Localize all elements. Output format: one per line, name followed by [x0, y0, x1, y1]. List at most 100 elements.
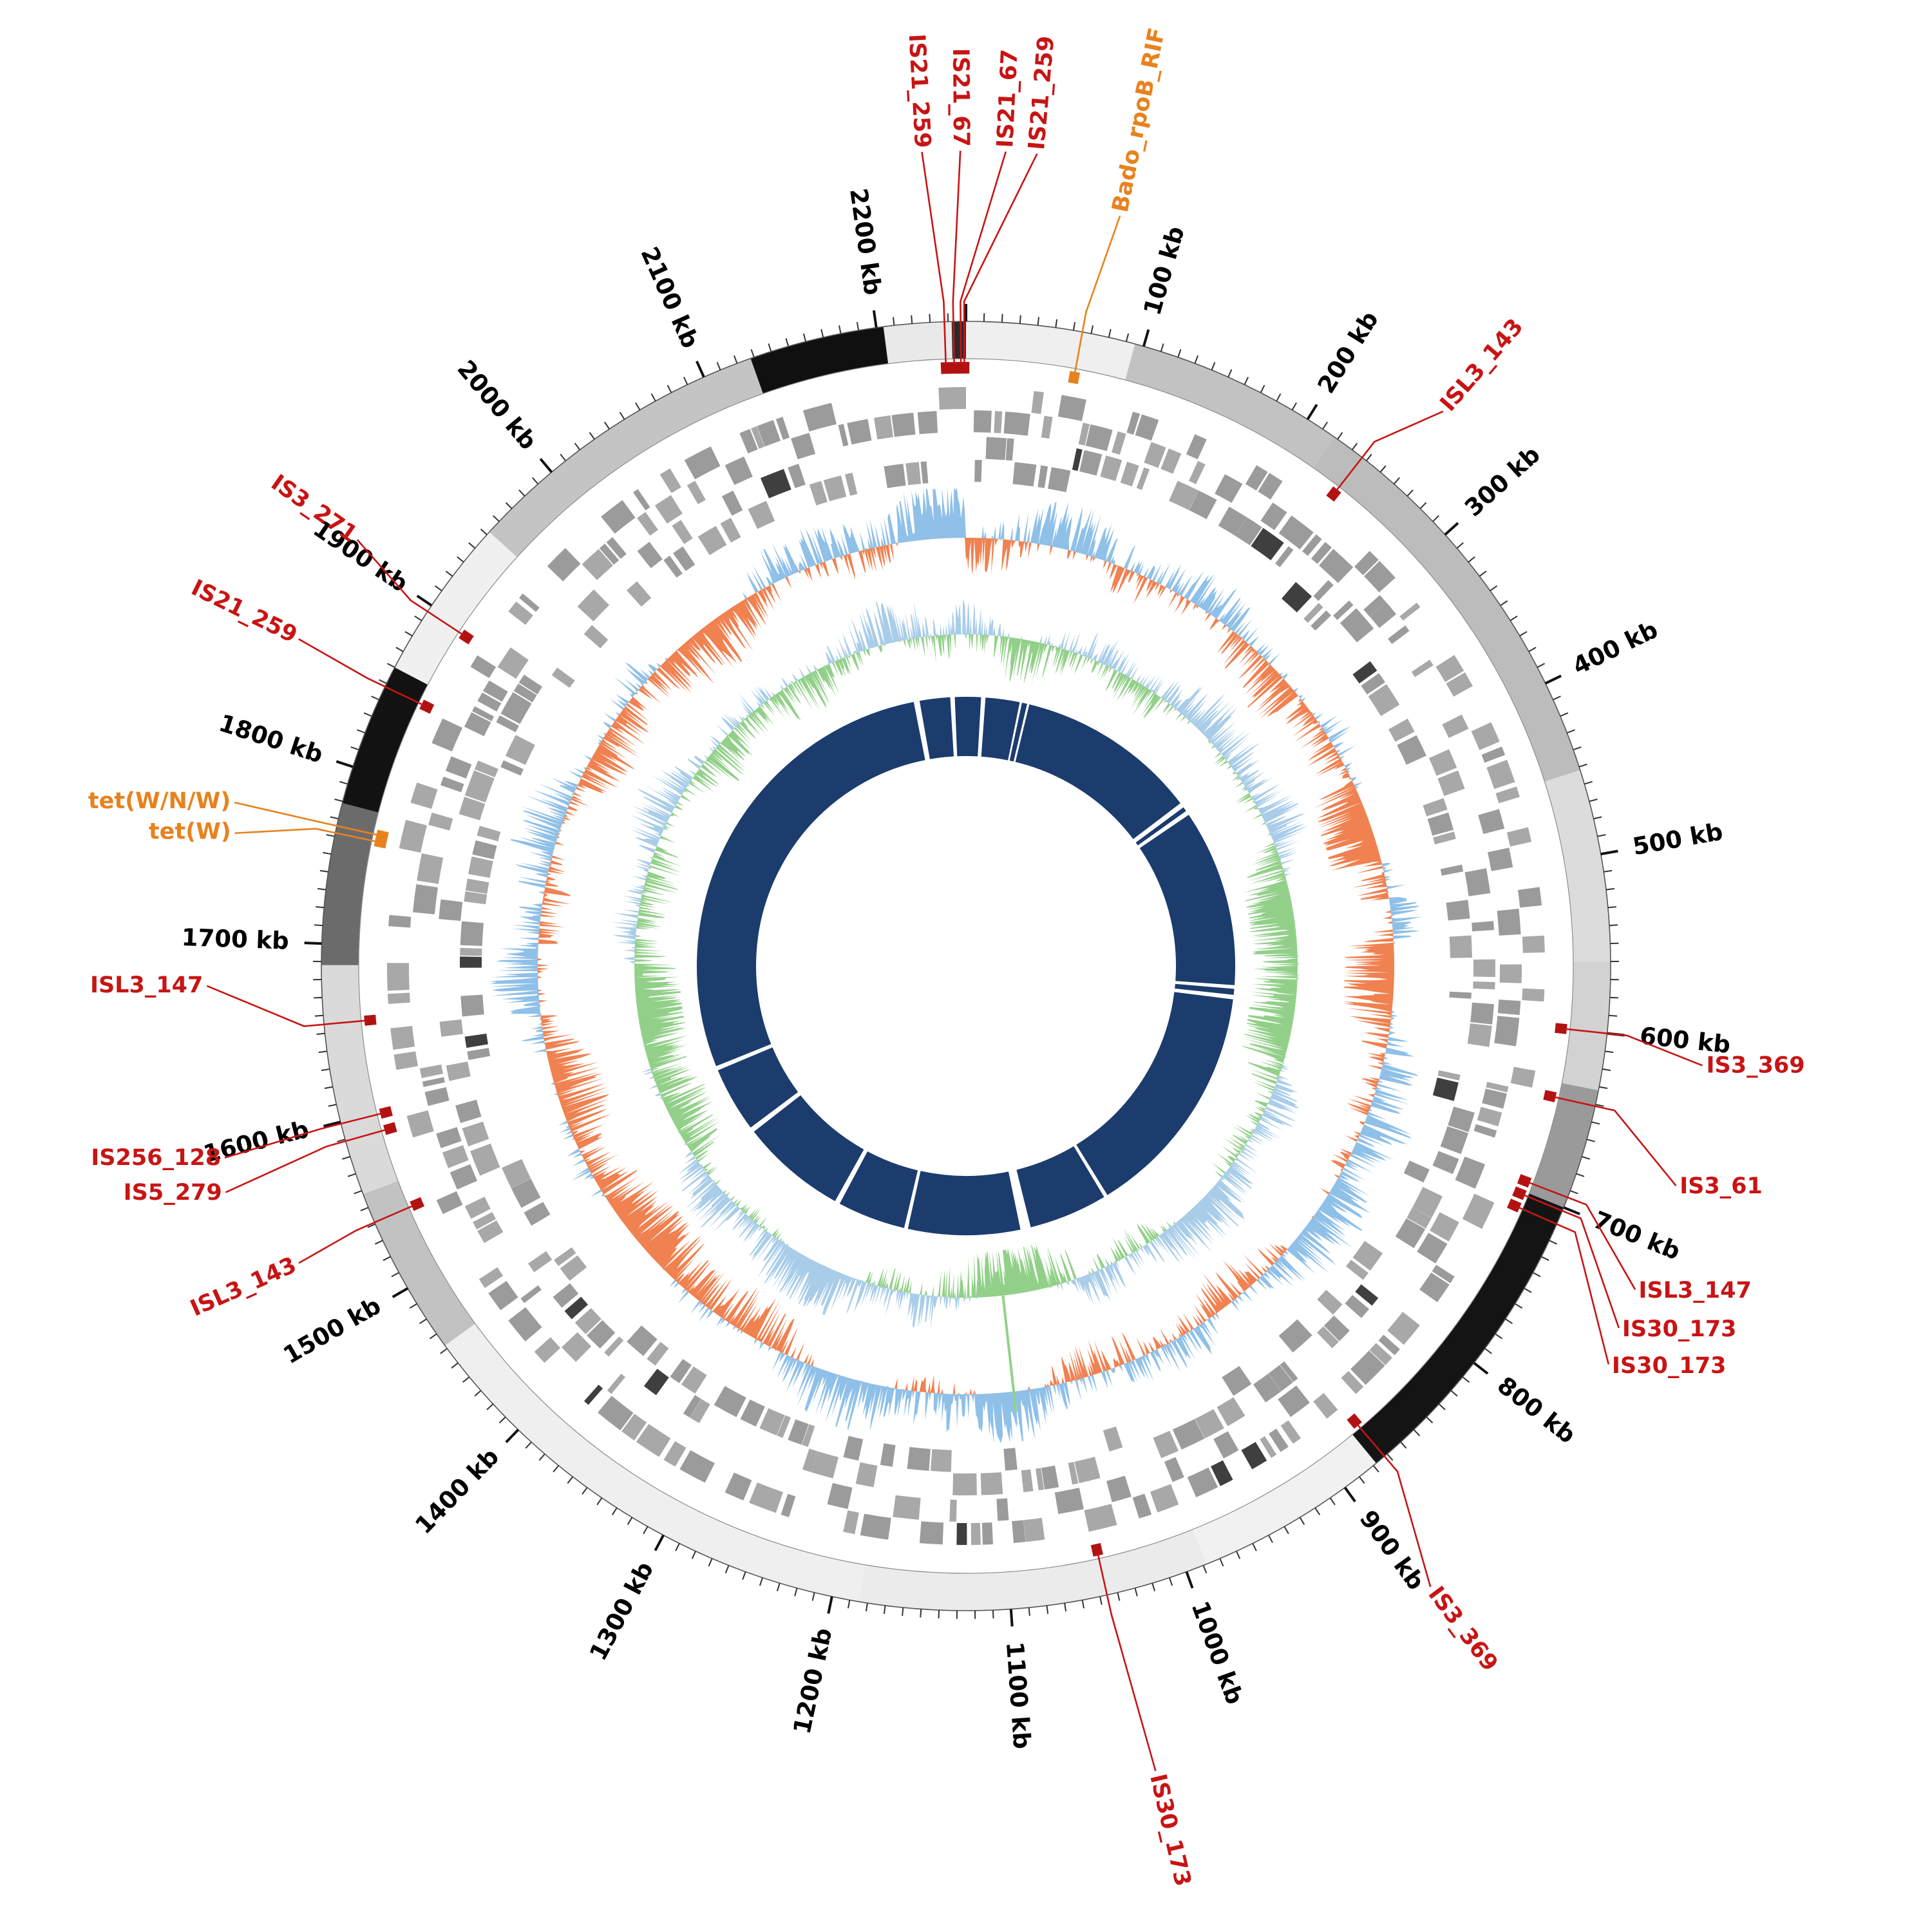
chromosome-segment	[321, 965, 398, 1194]
gene-block	[1387, 1311, 1420, 1345]
gene-block	[1442, 714, 1469, 739]
gene-block	[637, 512, 658, 536]
minor-tick	[802, 333, 807, 342]
gene-block	[1003, 1448, 1018, 1471]
minor-tick	[386, 663, 395, 668]
gene-block	[424, 1087, 450, 1106]
gene-block	[673, 546, 696, 571]
gene-block	[528, 1251, 553, 1273]
coverage-segment	[1135, 807, 1186, 846]
minor-tick	[493, 515, 500, 522]
chromosome-segment	[1562, 961, 1611, 1090]
gene-block	[1313, 1393, 1338, 1419]
minor-tick	[567, 1476, 573, 1484]
chromosome-segment	[1352, 1193, 1564, 1463]
gene-block	[478, 1267, 504, 1288]
gene-block	[465, 878, 489, 894]
minor-tick	[838, 325, 842, 334]
major-tick	[1343, 1486, 1356, 1502]
minor-tick	[342, 1156, 351, 1160]
gene-block	[553, 1283, 579, 1308]
annotation-leader-line	[1335, 410, 1444, 492]
chromosome-segment	[1193, 1434, 1376, 1564]
minor-tick	[367, 1223, 376, 1228]
minor-tick	[379, 679, 387, 685]
annotation-marker	[410, 1197, 425, 1211]
gene-block	[1217, 1397, 1245, 1426]
gene-block	[1078, 422, 1090, 446]
gene-block	[775, 417, 790, 440]
minor-tick	[733, 355, 738, 364]
gene-block	[973, 410, 992, 433]
gene-block	[1487, 848, 1513, 871]
minor-tick	[354, 1189, 363, 1195]
gene-block	[751, 426, 765, 449]
annotation-leader-line	[1097, 1553, 1157, 1772]
major-tick	[827, 1596, 833, 1614]
gene-block	[520, 1285, 542, 1303]
minor-tick	[1549, 1240, 1557, 1245]
gene-block	[1395, 1218, 1426, 1249]
gene-block	[583, 625, 609, 649]
gene-block	[759, 1408, 785, 1435]
major-tick	[1544, 674, 1562, 685]
minor-tick	[440, 1348, 448, 1354]
minor-tick	[1406, 489, 1414, 497]
minor-tick	[1484, 1348, 1492, 1354]
coverage-segment	[980, 697, 1020, 761]
gene-block	[748, 500, 775, 529]
gene-block	[534, 1337, 561, 1363]
gene-block	[1517, 887, 1542, 908]
minor-tick	[1537, 663, 1546, 668]
minor-tick	[505, 502, 513, 509]
minor-tick	[1589, 799, 1598, 802]
gene-block	[459, 797, 486, 820]
gene-block	[740, 1399, 765, 1427]
minor-tick	[902, 1607, 904, 1616]
coverage-segment	[717, 1046, 799, 1128]
gene-block	[884, 464, 906, 488]
minor-tick	[1314, 1507, 1321, 1515]
gene-block	[920, 461, 929, 484]
gene-block	[1432, 1151, 1459, 1175]
gene-block	[406, 1110, 434, 1138]
gene-block	[393, 1051, 419, 1070]
coverage-segment	[954, 697, 981, 757]
minor-tick	[1450, 1390, 1458, 1397]
gene-block	[505, 735, 535, 765]
gene-track-inner	[439, 437, 1495, 1495]
annotation-label: IS256_128	[91, 1145, 221, 1171]
annotation-leader-line	[224, 1112, 383, 1159]
minor-tick	[1177, 349, 1182, 358]
gene-block	[1506, 827, 1532, 847]
gene-block	[460, 921, 484, 947]
minor-tick	[429, 1333, 437, 1340]
gene-block	[1260, 502, 1287, 531]
gene-block	[1222, 1365, 1252, 1396]
minor-tick	[1322, 421, 1328, 430]
gene-block	[1106, 1475, 1132, 1502]
minor-tick	[1151, 1583, 1156, 1591]
gene-block	[749, 1482, 784, 1513]
gene-block	[1411, 659, 1434, 677]
minor-tick	[553, 1465, 560, 1473]
gene-block	[1432, 1264, 1455, 1283]
minor-tick	[409, 1303, 417, 1309]
gene-block	[1449, 991, 1472, 999]
gene-block	[1494, 1016, 1520, 1046]
minor-tick	[328, 1104, 337, 1107]
gene-block	[587, 1320, 616, 1349]
coverage-segment	[1075, 991, 1233, 1195]
minor-tick	[1134, 1587, 1138, 1596]
minor-tick	[350, 746, 359, 751]
gene-block	[1486, 1081, 1509, 1093]
gene-block	[601, 500, 636, 534]
major-tick	[1600, 849, 1618, 856]
gene-block	[488, 1280, 518, 1311]
gene-block	[1085, 424, 1113, 451]
gene-block	[873, 415, 894, 440]
gene-block	[1369, 602, 1397, 629]
gene-block	[1302, 534, 1322, 556]
gene-block	[577, 589, 610, 621]
gene-block	[511, 1179, 541, 1208]
